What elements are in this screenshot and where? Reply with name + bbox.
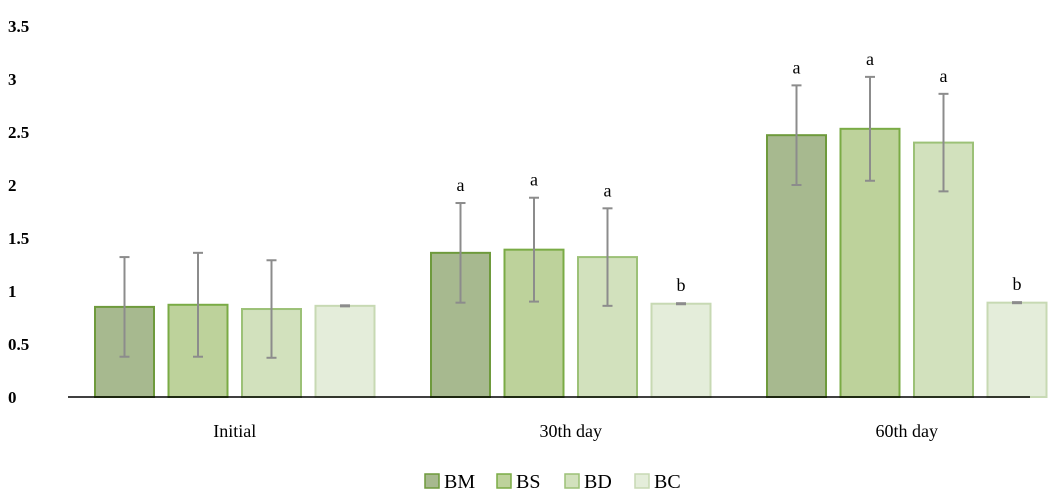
legend-swatch [496,473,512,489]
y-tick-label: 3.5 [8,17,29,36]
y-axis-ticks: 0 0.5 1 1.5 2 2.5 3 3.5 [8,17,29,407]
significance-label: b [677,275,686,295]
error-bars-layer [119,75,1022,359]
category-label: 60th day [876,421,939,441]
bar [650,302,712,398]
significance-label: a [940,66,948,86]
significance-labels-layer: a a a a a a b b [457,49,1022,295]
y-tick-label: 1.5 [8,229,29,248]
y-tick-label: 2.5 [8,123,29,142]
y-tick-label: 3 [8,70,17,89]
legend-label: BM [444,471,475,493]
legend-label: BD [584,471,612,493]
bar [986,301,1048,398]
significance-label: b [1013,274,1022,294]
legend: BM BS BD BC [424,471,681,493]
y-tick-label: 0 [8,388,17,407]
significance-label: a [793,57,801,77]
significance-label: a [604,180,612,200]
legend-swatch [634,473,650,489]
legend-label: BC [654,471,681,493]
legend-label: BS [516,471,540,493]
x-axis-categories: Initial 30th day 60th day [213,421,938,441]
y-tick-label: 0.5 [8,335,29,354]
bars-layer [94,127,1048,398]
bar [314,304,376,398]
category-label: 30th day [540,421,603,441]
y-tick-label: 1 [8,282,17,301]
y-tick-label: 2 [8,176,17,195]
significance-label: a [866,49,874,69]
significance-label: a [530,170,538,190]
significance-label: a [457,175,465,195]
legend-swatch [424,473,440,489]
legend-swatch [564,473,580,489]
category-label: Initial [213,421,256,441]
